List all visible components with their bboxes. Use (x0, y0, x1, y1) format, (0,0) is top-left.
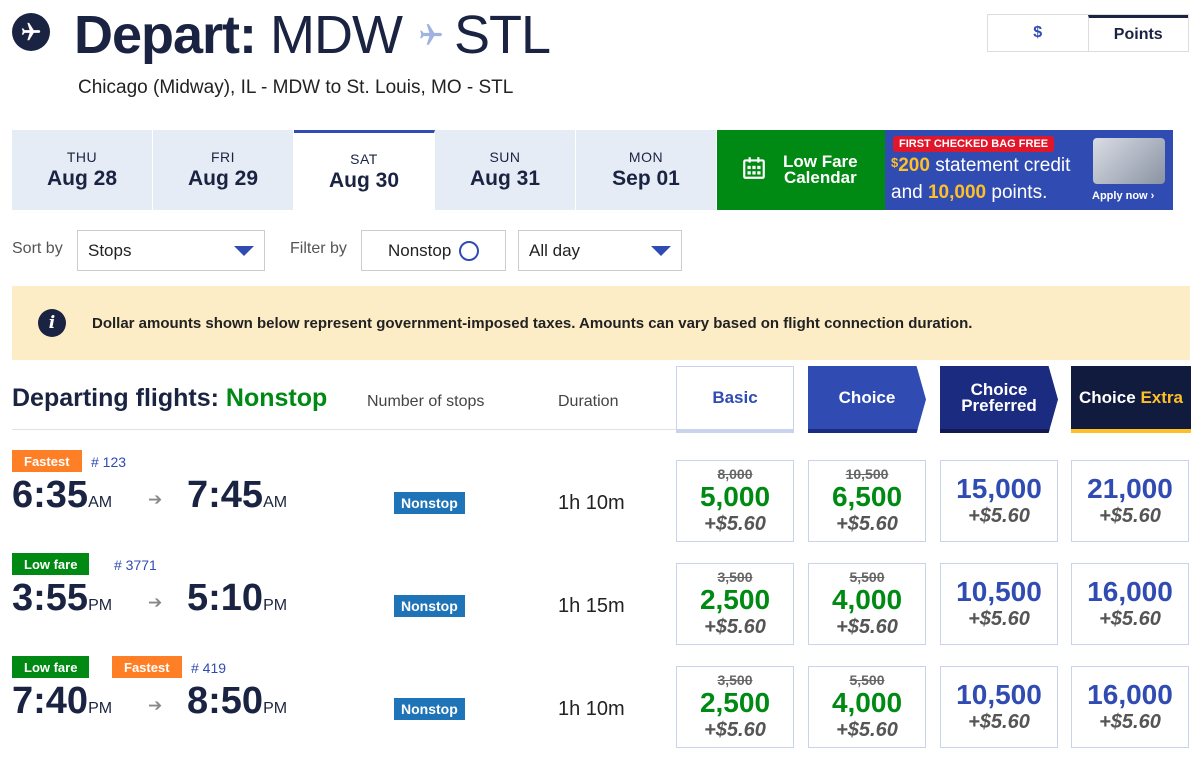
date-tab-dow: MON (628, 149, 664, 165)
promo-line-1: $200 statement credit (891, 155, 1071, 176)
date-tab-sep-01[interactable]: MON Sep 01 (576, 130, 717, 210)
fare-choice-preferred-button[interactable]: 10,500 +$5.60 (940, 563, 1058, 645)
chevron-down-icon (651, 245, 671, 256)
fare-choice-preferred-button[interactable]: 15,000 +$5.60 (940, 460, 1058, 542)
flight-number-link[interactable]: # 3771 (114, 557, 157, 573)
origin-code: MDW (270, 5, 403, 65)
promo-pill: FIRST CHECKED BAG FREE (893, 136, 1055, 152)
low-fare-calendar-button[interactable]: Low Fare Calendar (717, 130, 885, 210)
sort-value: Stops (88, 240, 132, 260)
flight-row: Low fare # 3771 3:55PM ➔ 5:10PM Nonstop … (0, 553, 1200, 649)
number-of-stops-column-header: Number of stops (367, 393, 485, 410)
sort-label: Sort by (12, 240, 63, 257)
tax-notice-text: Dollar amounts shown below represent gov… (92, 314, 973, 332)
low-fare-calendar-label: Low Fare Calendar (783, 152, 858, 187)
nonstop-filter-label: Nonstop (388, 240, 452, 260)
fare-header-choice: Choice (808, 366, 926, 433)
date-tab-aug-31[interactable]: SUN Aug 31 (435, 130, 576, 210)
date-tab-dow: FRI (210, 149, 236, 165)
fare-choice-preferred-button[interactable]: 10,500 +$5.60 (940, 666, 1058, 748)
fare-basic-button[interactable]: 3,500 2,500 +$5.60 (676, 563, 794, 645)
arrow-right-icon: ➔ (148, 696, 163, 715)
fare-choice-extra-button[interactable]: 16,000 +$5.60 (1071, 563, 1189, 645)
date-tab-date: Aug 31 (469, 167, 540, 190)
date-tab-date: Sep 01 (612, 167, 680, 190)
tax-notice: i Dollar amounts shown below represent g… (12, 286, 1190, 360)
fare-choice-button[interactable]: 5,500 4,000 +$5.60 (808, 666, 926, 748)
plane-arrow-icon (418, 22, 444, 48)
stops-badge[interactable]: Nonstop (394, 698, 465, 720)
fare-basic-button[interactable]: 3,500 2,500 +$5.60 (676, 666, 794, 748)
fare-choice-button[interactable]: 10,500 6,500 +$5.60 (808, 460, 926, 542)
fare-header-choice-preferred: Choice Preferred (940, 366, 1058, 433)
route-subtitle: Chicago (Midway), IL - MDW to St. Louis,… (78, 77, 514, 98)
date-tab-dow: SUN (489, 149, 521, 165)
arrive-time: 7:45AM (187, 474, 288, 516)
flight-duration: 1h 10m (558, 698, 625, 720)
promo-line-2: and 10,000 points. (891, 182, 1048, 203)
credit-card-promo[interactable]: FIRST CHECKED BAG FREE $200 statement cr… (885, 130, 1173, 210)
sort-select[interactable]: Stops (77, 230, 265, 271)
fare-basic-button[interactable]: 8,000 5,000 +$5.60 (676, 460, 794, 542)
time-of-day-value: All day (529, 240, 581, 260)
arrow-right-icon: ➔ (148, 490, 163, 509)
fastest-badge: Fastest (12, 450, 82, 472)
stops-badge[interactable]: Nonstop (394, 595, 465, 617)
fare-choice-extra-button[interactable]: 21,000 +$5.60 (1071, 460, 1189, 542)
flight-row: Fastest # 123 6:35AM ➔ 7:45AM Nonstop 1h… (0, 450, 1200, 546)
dollar-toggle-button[interactable]: $ (988, 15, 1088, 51)
arrive-time: 8:50PM (187, 680, 288, 722)
destination-code: STL (453, 5, 551, 65)
low-fare-badge: Low fare (12, 553, 90, 575)
page-title: Depart: MDW STL (74, 5, 551, 65)
date-tab-aug-29[interactable]: FRI Aug 29 (153, 130, 294, 210)
stops-badge[interactable]: Nonstop (394, 492, 465, 514)
time-of-day-select[interactable]: All day (518, 230, 682, 271)
arrow-right-icon: ➔ (148, 593, 163, 612)
flight-duration: 1h 15m (558, 595, 625, 617)
date-tab-date: Aug 28 (46, 167, 117, 190)
date-tab-date: Aug 30 (328, 168, 399, 192)
currency-toggle: $ Points (987, 14, 1189, 52)
date-tab-dow: THU (66, 149, 98, 165)
low-fare-badge: Low fare (12, 656, 90, 678)
fare-choice-extra-button[interactable]: 16,000 +$5.60 (1071, 666, 1189, 748)
fare-header-basic: Basic (676, 366, 794, 433)
info-icon: i (38, 309, 66, 337)
apply-now-link[interactable]: Apply now › (1092, 190, 1155, 202)
date-tab-aug-28[interactable]: THU Aug 28 (12, 130, 153, 210)
chevron-down-icon (234, 245, 254, 256)
airplane-icon (12, 13, 50, 51)
depart-time: 7:40PM (12, 680, 113, 722)
date-tab-aug-30[interactable]: SAT Aug 30 (294, 130, 435, 210)
credit-card-image (1093, 138, 1165, 184)
radio-circle-icon (459, 240, 479, 261)
fastest-badge: Fastest (112, 656, 182, 678)
fare-header-choice-extra: Choice Extra (1071, 366, 1191, 433)
arrive-time: 5:10PM (187, 577, 288, 619)
depart-time: 3:55PM (12, 577, 113, 619)
flight-number-link[interactable]: # 123 (91, 454, 127, 470)
fare-choice-button[interactable]: 5,500 4,000 +$5.60 (808, 563, 926, 645)
nonstop-filter-toggle[interactable]: Nonstop (361, 230, 506, 271)
points-toggle-button[interactable]: Points (1087, 15, 1188, 51)
depart-time: 6:35AM (12, 474, 113, 516)
header-divider (12, 429, 676, 430)
flight-row: Low fare Fastest # 419 7:40PM ➔ 8:50PM N… (0, 656, 1200, 752)
flight-duration: 1h 10m (558, 492, 625, 514)
filter-label: Filter by (290, 240, 347, 257)
flight-number-link[interactable]: # 419 (191, 660, 227, 676)
date-tab-date: Aug 29 (187, 167, 258, 190)
date-strip: THU Aug 28 FRI Aug 29 SAT Aug 30 SUN Aug… (12, 130, 1173, 210)
date-tab-dow: SAT (350, 150, 378, 167)
departing-flights-heading: Departing flights: Nonstop (12, 384, 328, 412)
calendar-icon (741, 155, 767, 186)
duration-column-header: Duration (558, 393, 619, 410)
